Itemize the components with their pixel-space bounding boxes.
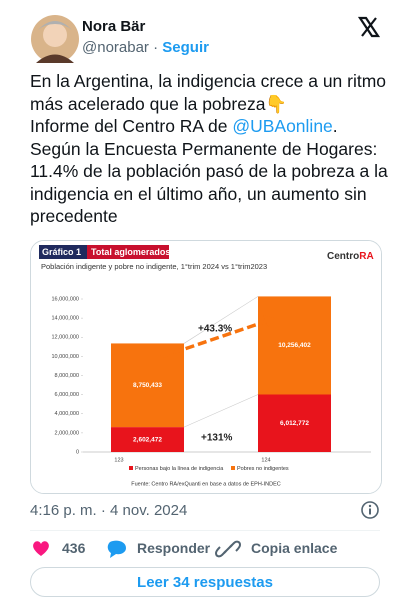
bar-segment (258, 296, 331, 395)
y-tick-label: 0 (76, 449, 79, 455)
y-tick-label: 2,000,000 (55, 430, 79, 436)
annotation: +131% (201, 433, 233, 444)
chart-title: Gráfico 1 (42, 247, 81, 257)
legend-label: Pobres no indigentes (237, 466, 289, 472)
y-tick-label: 8,000,000 (55, 373, 79, 379)
user-name[interactable]: Nora Bär (82, 18, 146, 35)
chart-source: Fuente: Centro RA/exQuanti en base a dat… (131, 481, 281, 487)
text: . Según la Encuesta Permanente de Hogare… (30, 116, 388, 226)
chart-title-tag: Total aglomerados (91, 247, 170, 257)
chart: Gráfico 1 Total aglomerados Población in… (31, 241, 381, 493)
mention[interactable]: @UBAonline (232, 116, 333, 136)
y-tick-label: 6,000,000 (55, 392, 79, 398)
info-icon[interactable] (360, 500, 380, 520)
legend-swatch (129, 466, 133, 470)
legend-label: Personas bajo la línea de indigencia (135, 466, 224, 472)
reply-icon[interactable] (107, 540, 126, 558)
y-tick-label: 12,000,000 (51, 335, 79, 341)
legend-swatch (231, 466, 235, 470)
connector (183, 296, 259, 344)
avatar[interactable] (30, 14, 80, 64)
like-count[interactable]: 436 (62, 540, 86, 556)
arrow-head (263, 315, 275, 327)
annotation: +43.3% (198, 324, 232, 335)
chart-image[interactable]: Gráfico 1 Total aglomerados Población in… (30, 240, 382, 494)
data-label: 8,750,433 (133, 382, 162, 389)
x-tick-label: 123 (114, 457, 123, 463)
y-tick-label: 4,000,000 (55, 411, 79, 417)
bar-segment (111, 343, 184, 428)
data-label: 10,256,402 (278, 342, 311, 349)
logo-part: RA (359, 251, 373, 262)
data-label: 6,012,772 (280, 420, 309, 427)
y-tick-label: 10,000,000 (51, 354, 79, 360)
bar-segment (258, 394, 331, 452)
connector (183, 394, 259, 428)
data-label: 2,602,472 (133, 436, 162, 443)
link-icon[interactable] (214, 540, 242, 558)
tweet-text: En la Argentina, la indigencia crece a u… (30, 70, 390, 228)
user-handle[interactable]: @norabar · Seguir (82, 39, 209, 56)
y-tick-label: 16,000,000 (51, 296, 79, 302)
text: En la Argentina, la indigencia crece a u… (30, 71, 387, 136)
bar-segment (111, 427, 184, 452)
divider (30, 530, 380, 531)
copy-link-button[interactable]: Copia enlace (251, 540, 338, 556)
x-logo[interactable] (358, 16, 380, 38)
reply-button[interactable]: Responder (137, 540, 211, 556)
like-icon[interactable] (33, 541, 49, 556)
handle: @norabar (82, 39, 149, 56)
x-tick-label: 124 (261, 457, 270, 463)
logo: CentroRA (327, 251, 374, 262)
chart-subtitle: Población indigente y pobre no indigente… (41, 262, 267, 271)
y-tick-label: 14,000,000 (51, 316, 79, 322)
follow-button[interactable]: Seguir (162, 39, 209, 56)
timestamp[interactable]: 4:16 p. m. · 4 nov. 2024 (30, 502, 188, 519)
logo-part: Centro (327, 251, 359, 262)
read-replies-button[interactable]: Leer 34 respuestas (30, 567, 380, 597)
arrow (160, 319, 268, 359)
action-icons (33, 540, 242, 558)
